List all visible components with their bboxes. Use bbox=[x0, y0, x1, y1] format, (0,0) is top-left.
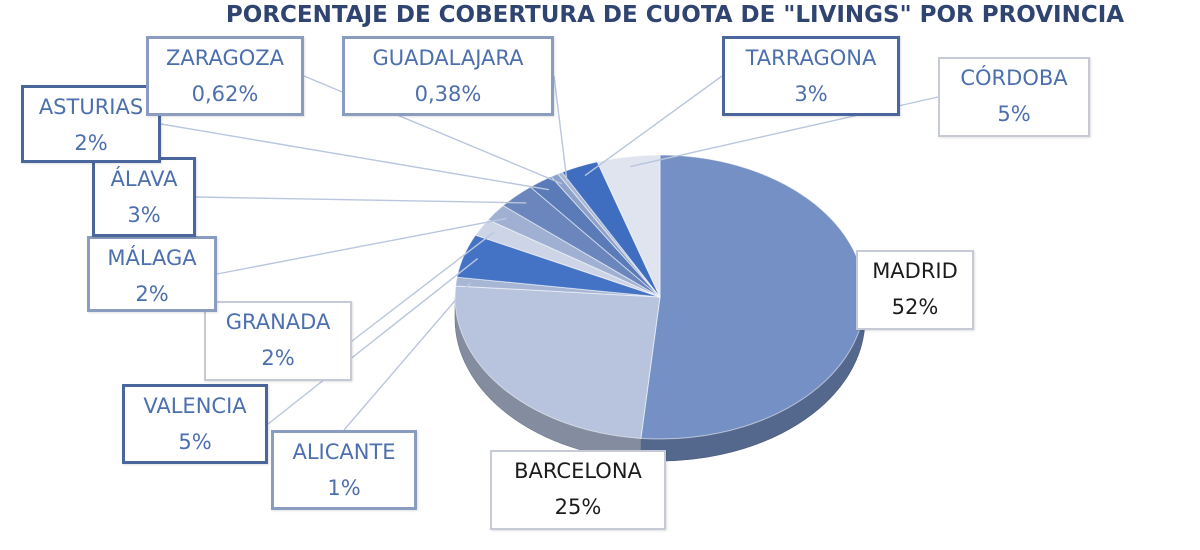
data-label-name: ASTURIAS bbox=[38, 95, 144, 119]
pie-slice-11 bbox=[596, 154, 661, 298]
data-label-name: TARRAGONA bbox=[745, 46, 877, 70]
data-label-value: 3% bbox=[794, 82, 828, 106]
data-label-value: 52% bbox=[891, 295, 939, 319]
data-label-tarragona: TARRAGONA 3% bbox=[722, 36, 900, 116]
data-label-name: VALENCIA bbox=[143, 394, 247, 418]
data-label-name: CÓRDOBA bbox=[960, 66, 1068, 90]
pie-slice-1 bbox=[454, 285, 661, 439]
leader-line-4 bbox=[351, 231, 495, 342]
leader-line-9 bbox=[553, 75, 568, 182]
data-label-alicante: ALICANTE 1% bbox=[271, 430, 417, 510]
data-label-value: 2% bbox=[74, 131, 108, 155]
data-label-value: 5% bbox=[997, 102, 1031, 126]
data-label-granada: GRANADA 2% bbox=[204, 301, 352, 381]
data-label-name: ZARAGOZA bbox=[165, 46, 285, 70]
data-label-name: MÁLAGA bbox=[107, 246, 197, 270]
data-label-name: MADRID bbox=[872, 259, 958, 283]
data-label-zaragoza: ZARAGOZA 0,62% bbox=[146, 36, 304, 116]
data-label-name: BARCELONA bbox=[514, 459, 642, 483]
data-label-value: 0,62% bbox=[191, 82, 259, 106]
data-label-barcelona: BARCELONA 25% bbox=[490, 450, 666, 530]
data-label-madrid: MADRID 52% bbox=[856, 250, 974, 330]
data-label-asturias: ASTURIAS 2% bbox=[21, 85, 161, 163]
data-label-value: 5% bbox=[178, 430, 212, 454]
data-label-value: 1% bbox=[327, 476, 361, 500]
data-label-valencia: VALENCIA 5% bbox=[122, 384, 268, 464]
chart-title: PORCENTAJE DE COBERTURA DE CUOTA DE "LIV… bbox=[225, 2, 1125, 28]
data-label-name: GUADALAJARA bbox=[372, 46, 524, 70]
leader-line-3 bbox=[267, 257, 479, 425]
data-label-álava: ÁLAVA 3% bbox=[92, 157, 196, 237]
leader-line-10 bbox=[584, 75, 723, 177]
data-label-córdoba: CÓRDOBA 5% bbox=[938, 57, 1090, 137]
data-label-value: 2% bbox=[261, 346, 295, 370]
data-label-name: ALICANTE bbox=[292, 440, 396, 464]
data-label-name: GRANADA bbox=[225, 310, 331, 334]
pie-top bbox=[454, 154, 866, 440]
data-label-value: 3% bbox=[127, 203, 161, 227]
leader-line-5 bbox=[216, 217, 507, 275]
leader-line-2 bbox=[343, 282, 472, 431]
data-label-guadalajara: GUADALAJARA 0,38% bbox=[342, 36, 554, 116]
data-label-málaga: MÁLAGA 2% bbox=[87, 236, 217, 312]
leader-line-6 bbox=[195, 196, 527, 204]
data-label-value: 2% bbox=[135, 282, 169, 306]
leader-line-7 bbox=[160, 123, 550, 191]
data-label-value: 25% bbox=[554, 495, 602, 519]
data-label-name: ÁLAVA bbox=[110, 167, 178, 191]
data-label-value: 0,38% bbox=[414, 82, 482, 106]
